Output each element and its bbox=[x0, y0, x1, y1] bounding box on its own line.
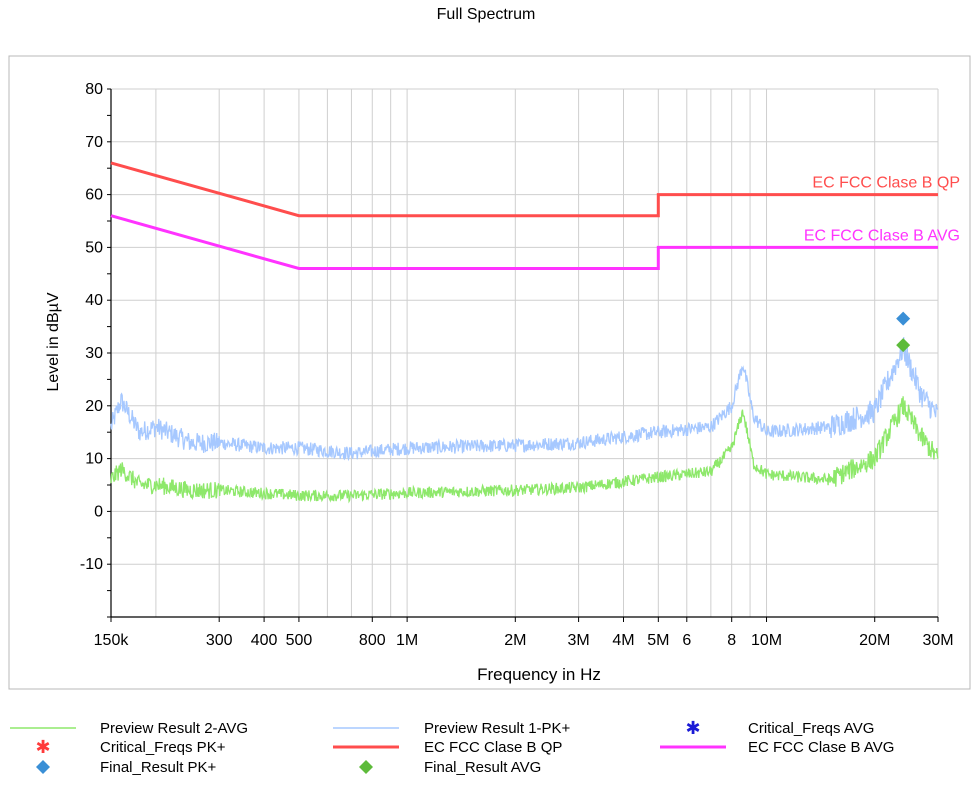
limit-line bbox=[110, 161, 938, 218]
diamond-icon bbox=[36, 760, 50, 774]
star-icon: ✱ bbox=[35, 737, 50, 758]
x-tick-label: 2M bbox=[504, 632, 526, 649]
limit-line-label: EC FCC Clase B AVG bbox=[804, 227, 960, 244]
x-tick-label: 5M bbox=[647, 632, 669, 649]
limit-line bbox=[110, 214, 938, 270]
legend-label: Critical_Freqs PK+ bbox=[100, 739, 226, 756]
x-tick-label: 3M bbox=[567, 632, 589, 649]
x-tick-label: 400 bbox=[251, 632, 278, 649]
legend-label: Preview Result 1-PK+ bbox=[424, 720, 571, 737]
y-tick-label: 30 bbox=[85, 345, 103, 362]
y-tick-label: 0 bbox=[94, 503, 103, 520]
x-tick-label: 4M bbox=[612, 632, 634, 649]
y-tick-label: -10 bbox=[80, 556, 103, 573]
y-tick-label: 80 bbox=[85, 81, 103, 98]
x-axis-label: Frequency in Hz bbox=[477, 665, 601, 684]
x-tick-label: 500 bbox=[286, 632, 313, 649]
legend-label: Preview Result 2-AVG bbox=[100, 720, 248, 737]
y-tick-label: 60 bbox=[85, 187, 103, 204]
final-result-marker bbox=[896, 311, 911, 326]
legend-label: EC FCC Clase B QP bbox=[424, 739, 562, 756]
axis-layer: 80 70 60 50 40 30 20 10 0 -10 150k 300 400 500 800 1M 2M… bbox=[80, 81, 954, 649]
x-tick-label: 150k bbox=[94, 632, 130, 649]
legend-label: Critical_Freqs AVG bbox=[748, 720, 874, 737]
x-tick-label: 6 bbox=[682, 632, 691, 649]
x-tick-label: 800 bbox=[359, 632, 386, 649]
x-tick-label: 1M bbox=[396, 632, 418, 649]
x-tick-label: 30M bbox=[922, 632, 953, 649]
star-icon: ✱ bbox=[685, 718, 700, 739]
legend: Preview Result 2-AVG Preview Result 1-PK+… bbox=[10, 718, 894, 776]
x-tick-label: 300 bbox=[206, 632, 233, 649]
y-tick-label: 40 bbox=[85, 292, 103, 309]
legend-label: EC FCC Clase B AVG bbox=[748, 739, 894, 756]
chart-title: Full Spectrum bbox=[436, 6, 536, 23]
x-tick-label: 20M bbox=[859, 632, 890, 649]
series-line bbox=[110, 396, 939, 504]
diamond-icon bbox=[359, 760, 373, 774]
y-tick-label: 10 bbox=[85, 451, 103, 468]
y-tick-label: 70 bbox=[85, 134, 103, 151]
series-line bbox=[110, 337, 939, 462]
y-axis-label: Level in dBµV bbox=[45, 292, 62, 391]
y-tick-label: 50 bbox=[85, 239, 103, 256]
y-tick-label: 20 bbox=[85, 398, 103, 415]
plot-frame bbox=[8, 55, 971, 690]
x-tick-label: 10M bbox=[751, 632, 782, 649]
marker-layer bbox=[896, 311, 911, 353]
x-tick-label: 8 bbox=[727, 632, 736, 649]
final-result-marker bbox=[896, 338, 911, 353]
limit-line-label: EC FCC Clase B QP bbox=[812, 175, 960, 192]
legend-label: Final_Result PK+ bbox=[100, 759, 217, 776]
series-layer bbox=[110, 337, 939, 504]
limit-layer: EC FCC Clase B QP EC FCC Clase B AVG bbox=[110, 161, 960, 270]
legend-label: Final_Result AVG bbox=[424, 759, 541, 776]
